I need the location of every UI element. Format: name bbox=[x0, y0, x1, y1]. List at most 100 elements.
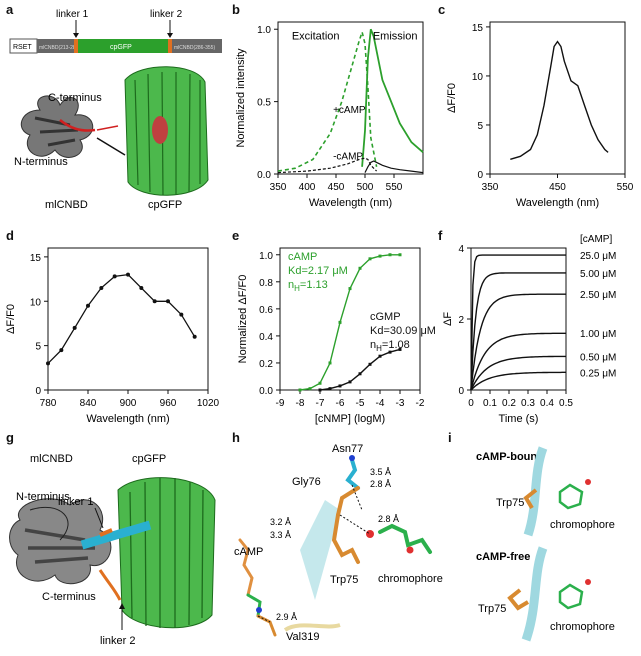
chart-d-xtick-label-2: 900 bbox=[120, 398, 137, 409]
chart-f-xtick-label-4: 0.4 bbox=[540, 398, 554, 409]
link-arrow-1 bbox=[96, 125, 119, 131]
h-camp: cAMP bbox=[234, 546, 263, 558]
chart-b-xtick-label-3: 500 bbox=[357, 182, 374, 193]
chart-d-ylabel: ΔF/F0 bbox=[5, 304, 17, 334]
chart-b-ylabel: Normalized intensity bbox=[235, 48, 247, 148]
g-linker1-arrow bbox=[94, 507, 104, 529]
h-asn77: Asn77 bbox=[332, 443, 363, 455]
chart-b-frame bbox=[277, 21, 424, 175]
chart-d-ytick-label-1: 5 bbox=[35, 342, 41, 353]
chart-e-frame bbox=[279, 247, 421, 391]
chart-b-xtick-label-2: 450 bbox=[328, 182, 345, 193]
chart-e-xtick-label-4: -5 bbox=[356, 398, 365, 409]
chart-e-legend-0-name: cAMP bbox=[288, 251, 317, 263]
chart-c: 350 450 550 0 5 10 15 Wavelength (nm) ΔF/F0 bbox=[446, 21, 634, 209]
chart-f-xtick-label-2: 0.2 bbox=[502, 398, 516, 409]
g-domain1: mlCNBD bbox=[30, 453, 73, 465]
panel-e-letter: e bbox=[232, 228, 240, 243]
chart-e-ytick-label-5: 1.0 bbox=[259, 251, 273, 262]
chart-e-point-0-5 bbox=[348, 287, 352, 291]
i-state1: cAMP-bound bbox=[476, 451, 544, 463]
chart-d-xtick-label-0: 780 bbox=[40, 398, 57, 409]
chart-e-point-0-4 bbox=[338, 320, 342, 324]
a-n-terminus: N-terminus bbox=[14, 156, 68, 168]
chart-d-series-0 bbox=[47, 273, 196, 364]
chart-e-point-1-6 bbox=[378, 354, 382, 358]
chart-d-xtick-label-4: 1020 bbox=[197, 398, 220, 409]
chart-c-xtick-label-2: 550 bbox=[617, 182, 634, 193]
chart-d-ytick-label-0: 0 bbox=[35, 386, 41, 397]
chart-d-point-5 bbox=[112, 274, 117, 279]
chart-c-xlabel: Wavelength (nm) bbox=[516, 197, 599, 209]
chart-f-ytick-label-1: 2 bbox=[458, 315, 464, 326]
chart-f-ytick-label-2: 4 bbox=[458, 244, 464, 255]
i-trp-label-1: Trp75 bbox=[496, 497, 524, 509]
g-linker1 bbox=[99, 528, 113, 537]
chart-d-xlabel: Wavelength (nm) bbox=[86, 413, 169, 425]
chart-c-ytick-label-1: 5 bbox=[477, 121, 483, 132]
g-linker2-arrowhead bbox=[119, 603, 125, 609]
chart-f-xlabel: Time (s) bbox=[499, 413, 539, 425]
chart-f-series-4 bbox=[470, 355, 566, 391]
chart-d-point-3 bbox=[86, 303, 90, 308]
h-hbond-2 bbox=[339, 514, 371, 535]
chart-e-point-0-7 bbox=[368, 257, 372, 261]
panel-g-letter: g bbox=[6, 430, 14, 445]
linker1-arrowhead bbox=[73, 33, 79, 38]
chart-d: 780 840 900 960 1020 0 5 10 15 Wavelength (nm) ΔF/… bbox=[5, 247, 220, 425]
i-chromophore-1 bbox=[558, 483, 584, 510]
h-gly76: Gly76 bbox=[292, 476, 321, 488]
panel-b-letter: b bbox=[232, 2, 240, 17]
chart-f-series-2 bbox=[470, 293, 566, 391]
i-oxygen-1 bbox=[585, 479, 591, 485]
chart-b-annotation-1: Emission bbox=[373, 30, 418, 42]
chart-e-xtick-label-5: -4 bbox=[376, 398, 385, 409]
g-n-terminus: N-terminus bbox=[16, 491, 70, 503]
chart-f-series-3 bbox=[470, 332, 566, 391]
chart-f-series-0 bbox=[470, 254, 566, 391]
panel-a-letter: a bbox=[6, 2, 14, 17]
construct-cnbd2-box bbox=[172, 39, 222, 53]
chart-f-ytick-label-0: 0 bbox=[458, 386, 464, 397]
construct-cnbd2-label: mlCNBD(286-355) bbox=[174, 45, 215, 51]
chart-e-ytick-label-1: 0.2 bbox=[259, 359, 273, 370]
chart-e-xtick-label-0: -9 bbox=[276, 398, 285, 409]
chart-c-ytick-label-2: 10 bbox=[472, 72, 484, 83]
chart-d-xtick-label-3: 960 bbox=[160, 398, 177, 409]
chart-e-point-1-3 bbox=[348, 380, 352, 384]
h-dist-5: 3.3 Å bbox=[270, 530, 291, 540]
chart-e-point-1-2 bbox=[338, 384, 342, 388]
chart-e-ytick-label-4: 0.8 bbox=[259, 278, 273, 289]
panel-i-letter: i bbox=[448, 430, 452, 445]
chart-b-xtick-label-1: 400 bbox=[299, 182, 316, 193]
chart-f-series-label-4: 0.50 μM bbox=[580, 352, 616, 363]
chart-d-point-0 bbox=[46, 361, 50, 366]
h-sticks bbox=[238, 455, 432, 637]
chart-e-point-0-1 bbox=[308, 387, 312, 391]
g-mlcnbd-structure bbox=[9, 498, 112, 585]
chart-e-point-1-7 bbox=[388, 350, 392, 354]
panel-g: mlCNBD cpGFP N-terminus linker 1 C-termi… bbox=[9, 453, 216, 647]
g-helix bbox=[80, 520, 152, 550]
cpgfp-structure bbox=[124, 66, 209, 196]
g-c-terminus: C-terminus bbox=[42, 591, 96, 603]
chart-c-ytick-label-3: 15 bbox=[472, 23, 484, 34]
chart-f: 0 0.1 0.2 0.3 0.4 0.5 0 2 4 Time (s) ΔF [cAMP] 25.0 … bbox=[442, 234, 616, 425]
g-domain2: cpGFP bbox=[132, 453, 166, 465]
chart-b-annotation-0: Excitation bbox=[292, 30, 340, 42]
h-dist-1: 3.5 Å bbox=[370, 467, 391, 477]
panel-c-letter: c bbox=[438, 2, 446, 17]
h-dist-6: 2.9 Å bbox=[276, 612, 297, 622]
construct-linker2 bbox=[168, 39, 172, 53]
chart-e-xtick-label-3: -6 bbox=[336, 398, 345, 409]
chart-c-ytick-label-0: 0 bbox=[477, 170, 483, 181]
h-dist-2: 2.8 Å bbox=[370, 479, 391, 489]
i-chromophore-label-1: chromophore bbox=[550, 519, 615, 531]
a-domain1: mlCNBD bbox=[45, 199, 88, 211]
panel-h: Asn77 3.5 Å 2.8 Å Gly76 3.2 Å 2.8 Å 3.3 … bbox=[234, 443, 443, 643]
chart-e-ytick-label-3: 0.6 bbox=[259, 305, 273, 316]
chart-b-series-0 bbox=[277, 29, 378, 172]
a-c-terminus: C-terminus bbox=[48, 92, 102, 104]
i-oxygen-2 bbox=[585, 579, 591, 585]
chart-e-xtick-label-6: -3 bbox=[396, 398, 405, 409]
